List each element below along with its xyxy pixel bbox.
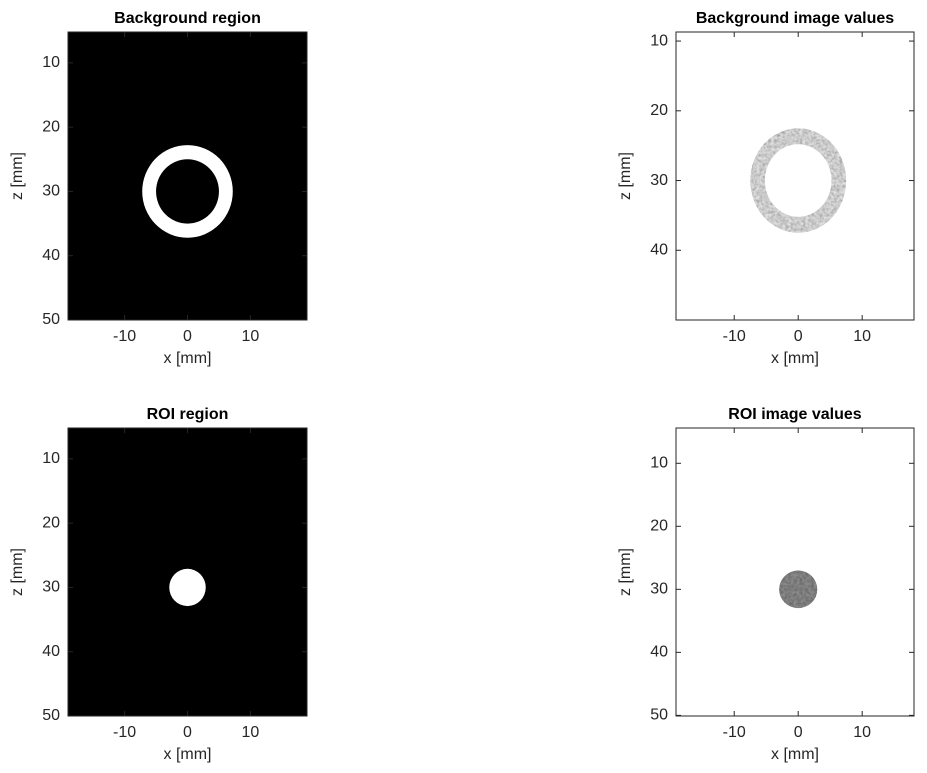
title: Background region <box>114 10 261 27</box>
y-axis-label: z [mm] <box>617 548 634 596</box>
x-tick-label: 0 <box>183 724 192 741</box>
y-tick-label: 10 <box>42 450 60 467</box>
y-tick-label: 20 <box>42 514 60 531</box>
y-axis-label: z [mm] <box>617 152 634 200</box>
x-tick-label: -10 <box>723 724 746 741</box>
y-tick-label: 50 <box>42 311 60 328</box>
x-tick-label: 10 <box>241 328 259 345</box>
x-tick-label: 0 <box>183 328 192 345</box>
x-axis-label: x [mm] <box>771 746 819 763</box>
title: ROI image values <box>728 406 861 423</box>
y-tick-label: 20 <box>650 102 668 119</box>
y-tick-label: 40 <box>650 241 668 258</box>
x-tick-label: 10 <box>853 724 871 741</box>
x-tick-label: 0 <box>794 328 803 345</box>
x-tick-label: -10 <box>113 724 136 741</box>
y-axis-label: z [mm] <box>9 152 26 200</box>
x-tick-label: 10 <box>241 724 259 741</box>
x-axis-label: x [mm] <box>771 350 819 367</box>
y-tick-label: 40 <box>42 247 60 264</box>
title: ROI region <box>147 406 229 423</box>
y-tick-label: 50 <box>42 707 60 724</box>
disk-region <box>169 569 205 606</box>
x-tick-label: 10 <box>853 328 871 345</box>
y-tick-label: 30 <box>650 581 668 598</box>
y-tick-label: 40 <box>650 644 668 661</box>
x-tick-label: 0 <box>794 724 803 741</box>
y-tick-label: 10 <box>650 455 668 472</box>
y-tick-label: 40 <box>42 643 60 660</box>
y-tick-label: 30 <box>42 183 60 200</box>
region <box>169 569 205 606</box>
title: Background image values <box>696 10 894 27</box>
x-axis-label: x [mm] <box>164 746 212 763</box>
x-tick-label: -10 <box>723 328 746 345</box>
figure: -10 0 10 10 20 30 40 50 Background region x [mm] z… <box>0 0 927 773</box>
y-tick-label: 10 <box>42 54 60 71</box>
y-tick-label: 20 <box>650 518 668 535</box>
y-tick-label: 30 <box>650 172 668 189</box>
image-background <box>68 32 307 320</box>
y-tick-label: 50 <box>650 707 668 724</box>
y-tick-label: 30 <box>42 579 60 596</box>
image-background <box>676 32 914 320</box>
y-tick-label: 20 <box>42 118 60 135</box>
y-tick-label: 10 <box>650 32 668 49</box>
disk-region <box>779 570 817 608</box>
y-axis-label: z [mm] <box>9 548 26 596</box>
x-tick-label: -10 <box>113 328 136 345</box>
x-axis-label: x [mm] <box>164 350 212 367</box>
region <box>779 570 817 608</box>
